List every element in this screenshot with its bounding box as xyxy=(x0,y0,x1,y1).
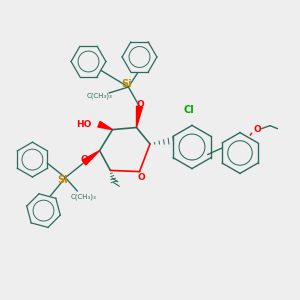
Text: O: O xyxy=(254,125,261,134)
Text: O: O xyxy=(136,100,144,109)
Text: Cl: Cl xyxy=(184,105,194,115)
Polygon shape xyxy=(136,106,142,127)
Text: Si: Si xyxy=(57,175,68,185)
Polygon shape xyxy=(82,151,100,165)
Text: HO: HO xyxy=(76,120,92,129)
Text: Si: Si xyxy=(122,79,132,89)
Polygon shape xyxy=(98,122,112,130)
Text: C(CH₃)₃: C(CH₃)₃ xyxy=(70,194,96,200)
Text: O: O xyxy=(81,154,88,164)
Text: O: O xyxy=(137,172,145,182)
Text: C(CH₃)₃: C(CH₃)₃ xyxy=(87,93,113,99)
